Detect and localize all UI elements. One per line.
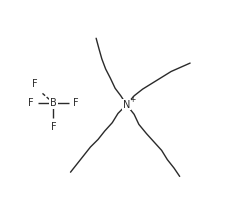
- Text: F: F: [28, 98, 34, 108]
- Text: N: N: [123, 100, 130, 110]
- Text: B: B: [50, 98, 57, 108]
- Text: F: F: [73, 98, 79, 108]
- Text: F: F: [51, 122, 56, 132]
- Text: +: +: [129, 95, 135, 104]
- Text: F: F: [32, 79, 38, 89]
